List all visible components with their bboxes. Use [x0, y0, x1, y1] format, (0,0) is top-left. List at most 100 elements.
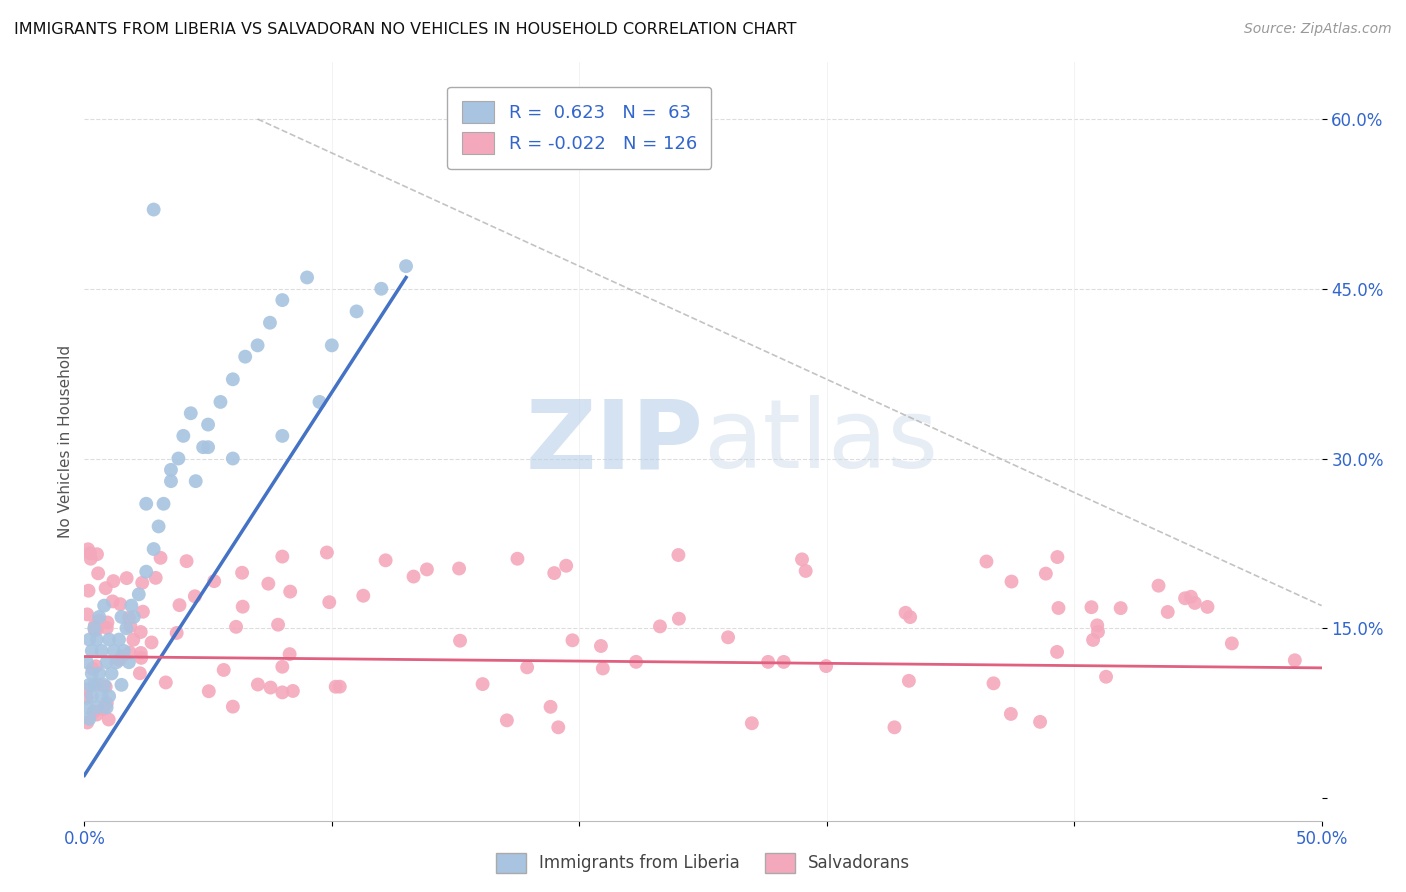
- Point: [1174, 591, 1197, 606]
- Point: [756, 655, 779, 669]
- Point: [86, 623, 108, 637]
- Point: [316, 545, 339, 559]
- Point: [76, 690, 98, 705]
- Point: [79, 632, 101, 647]
- Point: [76, 655, 98, 669]
- Point: [1284, 653, 1306, 667]
- Point: [222, 372, 245, 386]
- Point: [101, 594, 124, 608]
- Point: [257, 576, 280, 591]
- Point: [1085, 618, 1108, 632]
- Point: [543, 566, 565, 580]
- Point: [103, 574, 125, 588]
- Point: [155, 675, 177, 690]
- Point: [231, 566, 253, 580]
- Point: [1000, 574, 1022, 589]
- Point: [128, 587, 150, 601]
- Point: [897, 673, 920, 688]
- Y-axis label: No Vehicles in Household: No Vehicles in Household: [58, 345, 73, 538]
- Point: [83, 618, 105, 632]
- Point: [259, 681, 281, 695]
- Point: [93, 599, 115, 613]
- Point: [83, 621, 105, 635]
- Point: [82, 662, 104, 676]
- Point: [794, 564, 817, 578]
- Point: [176, 554, 198, 568]
- Point: [149, 550, 172, 565]
- Point: [169, 598, 191, 612]
- Point: [90, 689, 112, 703]
- Point: [172, 429, 194, 443]
- Point: [668, 612, 690, 626]
- Point: [129, 646, 152, 660]
- Point: [197, 684, 219, 698]
- Point: [1035, 566, 1057, 581]
- Point: [624, 655, 647, 669]
- Point: [271, 685, 294, 699]
- Point: [77, 542, 100, 557]
- Point: [110, 597, 132, 611]
- Point: [145, 571, 167, 585]
- Point: [325, 680, 347, 694]
- Point: [271, 429, 294, 443]
- Point: [108, 653, 131, 667]
- Point: [717, 630, 740, 644]
- Point: [271, 293, 294, 307]
- Point: [76, 682, 98, 697]
- Point: [329, 680, 352, 694]
- Point: [516, 660, 538, 674]
- Point: [91, 702, 114, 716]
- Point: [76, 607, 98, 622]
- Point: [449, 633, 471, 648]
- Point: [86, 700, 108, 714]
- Point: [83, 624, 105, 638]
- Point: [86, 547, 108, 561]
- Point: [131, 575, 153, 590]
- Point: [894, 606, 917, 620]
- Point: [1081, 632, 1104, 647]
- Point: [346, 304, 368, 318]
- Point: [540, 699, 562, 714]
- Point: [160, 474, 183, 488]
- Point: [898, 610, 921, 624]
- Text: atlas: atlas: [703, 395, 938, 488]
- Point: [983, 676, 1005, 690]
- Point: [96, 621, 118, 635]
- Point: [94, 680, 117, 694]
- Point: [122, 610, 145, 624]
- Point: [197, 440, 219, 454]
- Point: [80, 551, 103, 566]
- Point: [1046, 549, 1069, 564]
- Point: [496, 714, 519, 728]
- Point: [148, 519, 170, 533]
- Point: [167, 451, 190, 466]
- Point: [232, 599, 254, 614]
- Point: [89, 666, 111, 681]
- Point: [321, 338, 343, 352]
- Point: [202, 574, 225, 589]
- Point: [191, 440, 214, 454]
- Point: [1109, 601, 1132, 615]
- Point: [506, 551, 529, 566]
- Point: [883, 720, 905, 734]
- Point: [93, 678, 115, 692]
- Point: [416, 562, 439, 576]
- Point: [278, 584, 301, 599]
- Point: [1087, 624, 1109, 639]
- Point: [96, 615, 118, 630]
- Point: [76, 715, 98, 730]
- Legend: Immigrants from Liberia, Salvadorans: Immigrants from Liberia, Salvadorans: [489, 847, 917, 880]
- Point: [87, 677, 110, 691]
- Point: [209, 395, 232, 409]
- Point: [118, 611, 141, 625]
- Point: [96, 700, 118, 714]
- Point: [1184, 596, 1206, 610]
- Point: [115, 621, 138, 635]
- Point: [87, 566, 110, 581]
- Point: [271, 549, 294, 564]
- Point: [142, 542, 165, 557]
- Point: [103, 644, 125, 658]
- Point: [1157, 605, 1180, 619]
- Text: IMMIGRANTS FROM LIBERIA VS SALVADORAN NO VEHICLES IN HOUSEHOLD CORRELATION CHART: IMMIGRANTS FROM LIBERIA VS SALVADORAN NO…: [14, 22, 797, 37]
- Point: [668, 548, 690, 562]
